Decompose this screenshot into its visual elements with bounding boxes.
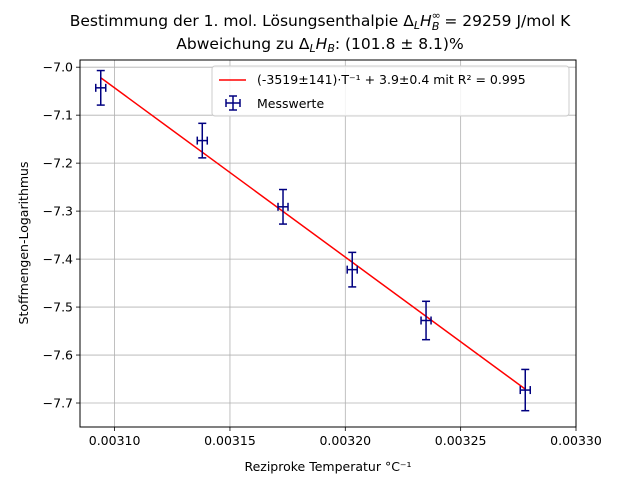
chart-title-line2: Abweichung zu ΔLHB: (101.8 ± 8.1)%: [176, 35, 463, 55]
data-point: [420, 300, 432, 341]
chart-title-line1: Bestimmung der 1. mol. Lösungsenthalpie …: [70, 9, 571, 33]
data-points-layer: [95, 69, 531, 412]
x-tick-label: 0.00320: [319, 433, 371, 448]
fit-line: [100, 77, 526, 390]
x-tick-label: 0.00330: [550, 433, 602, 448]
x-tick-label: 0.00315: [204, 433, 256, 448]
x-axis-ticks: 0.00310 0.00315 0.00320 0.00325 0.00330: [89, 427, 602, 448]
x-tick-label: 0.00325: [435, 433, 487, 448]
y-tick-label: −7.1: [43, 108, 73, 123]
y-tick-label: −7.4: [43, 252, 73, 267]
y-axis-label: Stoffmengen-Logarithmus: [16, 162, 31, 325]
y-tick-label: −7.0: [43, 60, 73, 75]
y-tick-label: −7.3: [43, 204, 73, 219]
x-axis-label: Reziproke Temperatur °C⁻¹: [244, 459, 411, 474]
legend: (-3519±141)·T⁻¹ + 3.9±0.4 mit R² = 0.995…: [211, 65, 570, 117]
y-tick-label: −7.6: [43, 348, 73, 363]
data-point: [519, 368, 531, 412]
legend-points-swatch: [225, 95, 241, 111]
fit-layer: [100, 77, 526, 390]
grid-lines: [80, 60, 577, 427]
data-point: [196, 122, 209, 159]
legend-fit-label: (-3519±141)·T⁻¹ + 3.9±0.4 mit R² = 0.995: [257, 72, 526, 87]
plot-area-frame: [79, 59, 577, 428]
legend-box: [211, 65, 570, 117]
y-tick-label: −7.5: [43, 300, 73, 315]
legend-series-label: Messwerte: [257, 96, 324, 111]
data-point: [277, 188, 289, 225]
y-axis-ticks: −7.7 −7.6 −7.5 −7.4 −7.3 −7.2 −7.1 −7.0: [43, 60, 80, 411]
y-tick-label: −7.2: [43, 156, 73, 171]
data-point: [346, 251, 358, 288]
data-point: [95, 69, 107, 106]
y-tick-label: −7.7: [43, 396, 73, 411]
title-prefix: Bestimmung der 1. mol. Lösungsenthalpie …: [70, 12, 415, 30]
x-tick-label: 0.00310: [89, 433, 141, 448]
